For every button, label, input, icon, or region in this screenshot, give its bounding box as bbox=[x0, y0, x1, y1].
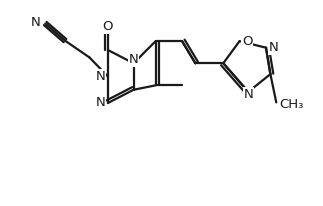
Text: O: O bbox=[103, 20, 113, 33]
Text: N: N bbox=[31, 16, 41, 29]
Text: N: N bbox=[129, 53, 139, 66]
Text: N: N bbox=[96, 96, 106, 110]
Text: N: N bbox=[244, 88, 253, 101]
Text: O: O bbox=[242, 35, 252, 48]
Text: CH₃: CH₃ bbox=[279, 98, 304, 111]
Text: N: N bbox=[268, 41, 278, 54]
Text: N: N bbox=[96, 70, 106, 83]
